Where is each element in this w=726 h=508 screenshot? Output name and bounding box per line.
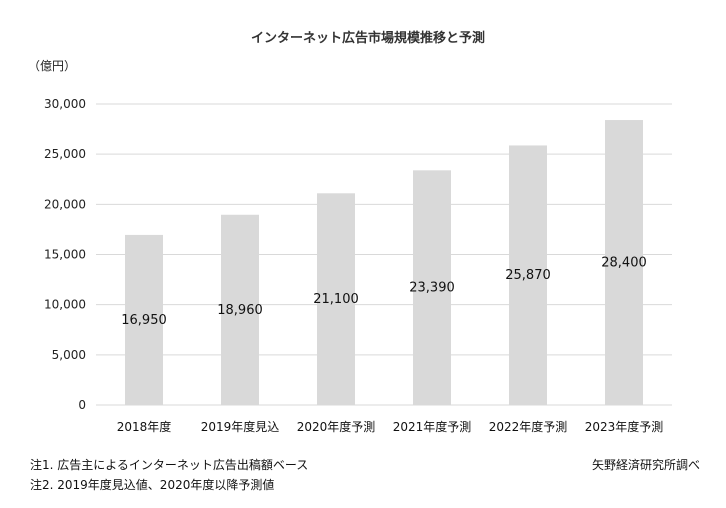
bar bbox=[605, 120, 643, 405]
bar-data-label: 21,100 bbox=[313, 292, 359, 307]
bar bbox=[509, 145, 547, 405]
gridlines bbox=[96, 103, 672, 406]
bar bbox=[413, 170, 451, 405]
footnote-1: 注1. 広告主によるインターネット広告出稿額ベース bbox=[30, 458, 309, 472]
bar bbox=[221, 214, 259, 405]
bar-data-label: 28,400 bbox=[601, 256, 647, 271]
x-tick-label: 2022年度予測 bbox=[489, 419, 568, 434]
y-axis-ticks: 0 5,000 10,000 15,000 20,000 25,000 30,000 bbox=[44, 97, 86, 412]
bar bbox=[125, 234, 163, 405]
data-labels: 16,950 18,960 21,100 23,390 25,870 28,400 bbox=[121, 256, 647, 328]
source-credit: 矢野経済研究所調べ bbox=[591, 458, 700, 472]
y-axis-unit-label: （億円） bbox=[28, 59, 76, 73]
x-tick-label: 2020年度予測 bbox=[297, 419, 376, 434]
footnote-2: 注2. 2019年度見込値、2020年度以降予測値 bbox=[30, 478, 275, 492]
bars bbox=[125, 120, 643, 405]
y-tick-label: 15,000 bbox=[44, 248, 86, 262]
bar-data-label: 23,390 bbox=[409, 281, 455, 296]
x-axis-ticks: 2018年度 2019年度見込 2020年度予測 2021年度予測 2022年度予測 20… bbox=[117, 419, 664, 434]
y-tick-label: 25,000 bbox=[44, 147, 86, 161]
bar-data-label: 18,960 bbox=[217, 303, 263, 318]
y-tick-label: 10,000 bbox=[44, 298, 86, 312]
x-tick-label: 2023年度予測 bbox=[585, 419, 664, 434]
x-tick-label: 2019年度見込 bbox=[201, 419, 280, 434]
bar-data-label: 16,950 bbox=[121, 313, 167, 328]
x-tick-label: 2021年度予測 bbox=[393, 419, 472, 434]
x-tick-label: 2018年度 bbox=[117, 419, 172, 434]
bar-data-label: 25,870 bbox=[505, 268, 551, 283]
y-tick-label: 5,000 bbox=[52, 348, 86, 362]
y-tick-label: 20,000 bbox=[44, 197, 86, 211]
chart-title: インターネット広告市場規模推移と予測 bbox=[251, 30, 485, 46]
bar bbox=[317, 193, 355, 405]
y-tick-label: 30,000 bbox=[44, 97, 86, 111]
y-tick-label: 0 bbox=[78, 398, 86, 412]
